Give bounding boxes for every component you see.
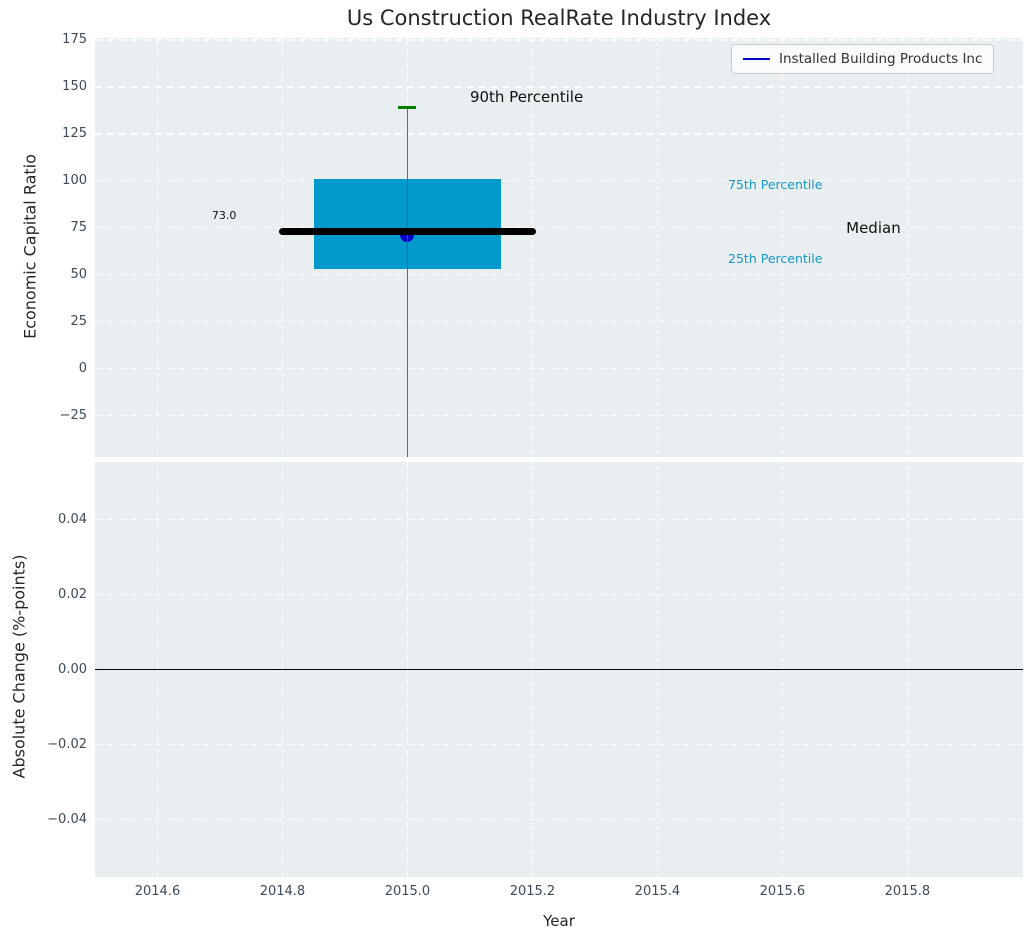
p75-label: 75th Percentile (728, 177, 823, 193)
x-tick-label: 2015.2 (509, 884, 556, 899)
y-tick-label: 150 (62, 79, 87, 95)
gridline-vertical (906, 38, 909, 457)
y-tick-label: 0.00 (58, 662, 87, 677)
y-tick-label: 0 (78, 361, 87, 377)
gridline-horizontal (95, 818, 1023, 821)
y-tick-label: 175 (62, 32, 87, 48)
y-tick-label: 100 (62, 173, 87, 189)
gridline-horizontal (95, 414, 1023, 417)
y-tick-label: 25 (70, 314, 87, 330)
y-tick-label: 125 (62, 126, 87, 142)
x-tick-label: 2015.4 (634, 884, 681, 899)
gridline-vertical (156, 38, 159, 457)
gridline-horizontal (95, 518, 1023, 521)
y-tick-label: 75 (70, 220, 87, 236)
chart-title: Us Construction RealRate Industry Index (346, 6, 772, 30)
y-tick-label: −0.04 (47, 812, 87, 828)
gridline-horizontal (95, 274, 1023, 276)
legend: Installed Building Products Inc (731, 44, 995, 74)
median-label: Median (846, 218, 901, 237)
p90-label: 90th Percentile (469, 88, 584, 107)
gridline-horizontal (95, 593, 1023, 596)
gridline-vertical (281, 38, 284, 457)
zero-line (95, 668, 1023, 671)
gridline-horizontal (95, 367, 1023, 370)
gridline-horizontal (95, 321, 1023, 323)
gridline-vertical (656, 38, 659, 457)
x-tick-label: 2015.8 (884, 884, 931, 899)
gridline-horizontal (95, 227, 1023, 229)
x-tick-label: 2015.6 (759, 884, 806, 899)
bottom-plot-area (95, 462, 1023, 877)
gridline-horizontal (95, 743, 1023, 746)
top-plot-area: 90th Percentile 73.0 75th Percentile Median… (95, 38, 1023, 457)
y-tick-label: 0.04 (58, 511, 87, 527)
p25-label: 25th Percentile (728, 250, 823, 266)
legend-entry-label: Installed Building Products Inc (779, 51, 983, 67)
x-tick-label: 2014.8 (259, 884, 306, 899)
gridline-vertical (531, 38, 534, 457)
x-axis-label: Year (543, 912, 575, 930)
x-tick-label: 2015.0 (384, 884, 431, 899)
gridline-vertical (781, 38, 784, 457)
y-tick-label: −25 (59, 408, 87, 424)
y-tick-label: −0.02 (47, 737, 87, 753)
gridline-horizontal (95, 133, 1023, 135)
gridline-horizontal (95, 86, 1023, 88)
gridline-horizontal (95, 39, 1023, 41)
median-line (279, 228, 536, 236)
y-tick-label: 0.02 (58, 586, 87, 602)
bottom-y-axis-label: Absolute Change (%-points) (9, 554, 29, 779)
legend-line-swatch (743, 57, 770, 61)
whisker-line (406, 107, 409, 457)
y-tick-label: 50 (70, 267, 87, 283)
median-value-label: 73.0 (211, 208, 237, 222)
x-tick-label: 2014.6 (134, 884, 181, 899)
whisker-cap-90th (398, 106, 417, 110)
gridline-horizontal (95, 180, 1023, 182)
